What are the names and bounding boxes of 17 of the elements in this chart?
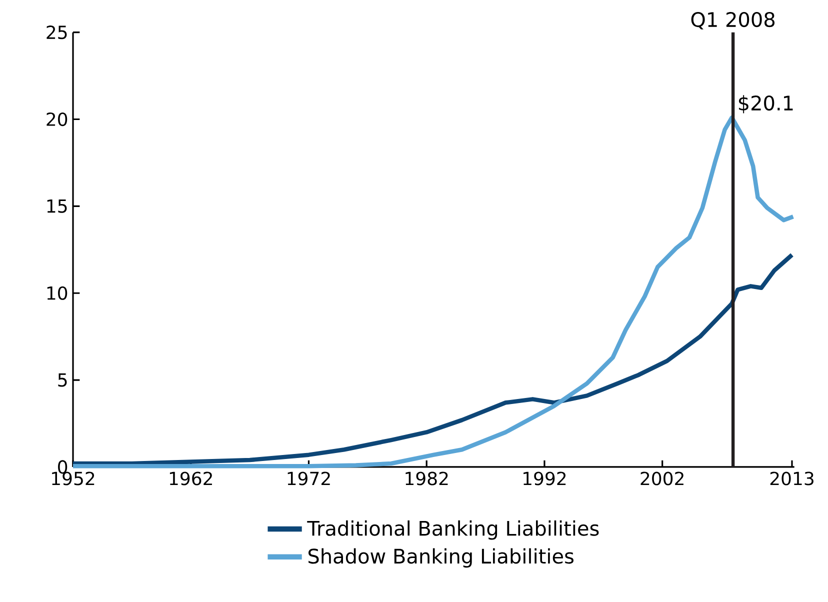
x-tick-label: 1962 <box>170 472 212 486</box>
ref-line-label: Q1 2008 <box>691 12 774 30</box>
legend-label: Traditional Banking Liabilities <box>307 520 599 540</box>
y-tick-label: 5 <box>58 373 67 387</box>
annotation: $20.1 <box>738 95 793 114</box>
y-tick-label: 0 <box>58 460 68 474</box>
x-tick-label: 2002 <box>640 472 684 486</box>
y-tick-label: 25 <box>46 26 67 40</box>
legend-label: Shadow Banking Liabilities <box>308 548 574 568</box>
x-tick-label: 1992 <box>524 472 566 486</box>
x-tick-label: 1972 <box>288 472 330 486</box>
y-tick-label: 20 <box>46 112 68 126</box>
y-tick-label: 15 <box>47 199 67 213</box>
x-tick-label: 1952 <box>52 472 94 486</box>
y-tick-label: 10 <box>47 286 68 300</box>
x-tick-label: 1982 <box>406 472 448 486</box>
x-tick-label: 2013 <box>770 472 814 486</box>
